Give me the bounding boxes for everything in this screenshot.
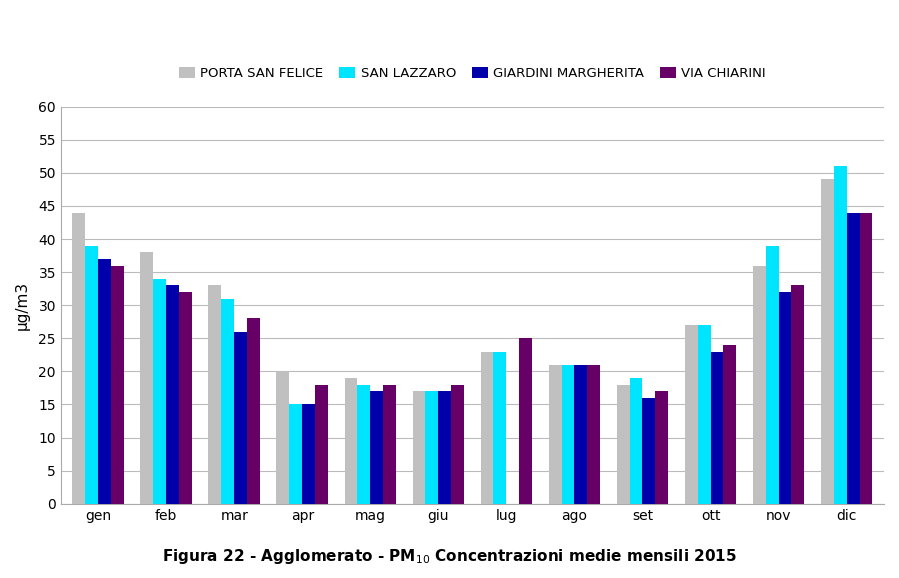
Bar (154, 279, 166, 503)
Bar (752, 265, 766, 503)
Bar (655, 391, 668, 503)
Bar (439, 391, 451, 503)
Bar (179, 292, 192, 503)
Bar (425, 391, 439, 503)
Bar (520, 338, 532, 503)
Bar (302, 405, 316, 503)
Y-axis label: μg/m3: μg/m3 (15, 281, 30, 330)
Bar (821, 180, 833, 503)
Bar (221, 299, 235, 503)
Bar (574, 365, 587, 503)
Bar (562, 365, 574, 503)
Bar (235, 332, 247, 503)
Bar (358, 384, 370, 503)
Bar (98, 259, 111, 503)
Bar (629, 378, 643, 503)
Bar (685, 325, 698, 503)
Bar (724, 345, 736, 503)
Bar (766, 246, 779, 503)
Text: Figura 22 - Agglomerato - PM$_{10}$ Concentrazioni medie mensili 2015: Figura 22 - Agglomerato - PM$_{10}$ Conc… (162, 547, 737, 566)
Bar (73, 213, 85, 503)
Bar (166, 286, 179, 503)
Bar (859, 213, 872, 503)
Bar (85, 246, 98, 503)
Bar (833, 166, 847, 503)
Legend: PORTA SAN FELICE, SAN LAZZARO, GIARDINI MARGHERITA, VIA CHIARINI: PORTA SAN FELICE, SAN LAZZARO, GIARDINI … (174, 62, 770, 86)
Bar (617, 384, 629, 503)
Bar (494, 351, 506, 503)
Bar (710, 351, 724, 503)
Bar (209, 286, 221, 503)
Bar (383, 384, 396, 503)
Bar (698, 325, 710, 503)
Bar (548, 365, 562, 503)
Bar (370, 391, 383, 503)
Bar (111, 265, 124, 503)
Bar (140, 252, 154, 503)
Bar (451, 384, 464, 503)
Bar (277, 371, 289, 503)
Bar (413, 391, 425, 503)
Bar (779, 292, 791, 503)
Bar (344, 378, 358, 503)
Bar (316, 384, 328, 503)
Bar (587, 365, 601, 503)
Bar (847, 213, 859, 503)
Bar (481, 351, 494, 503)
Bar (289, 405, 302, 503)
Bar (791, 286, 805, 503)
Bar (643, 398, 655, 503)
Bar (247, 318, 260, 503)
